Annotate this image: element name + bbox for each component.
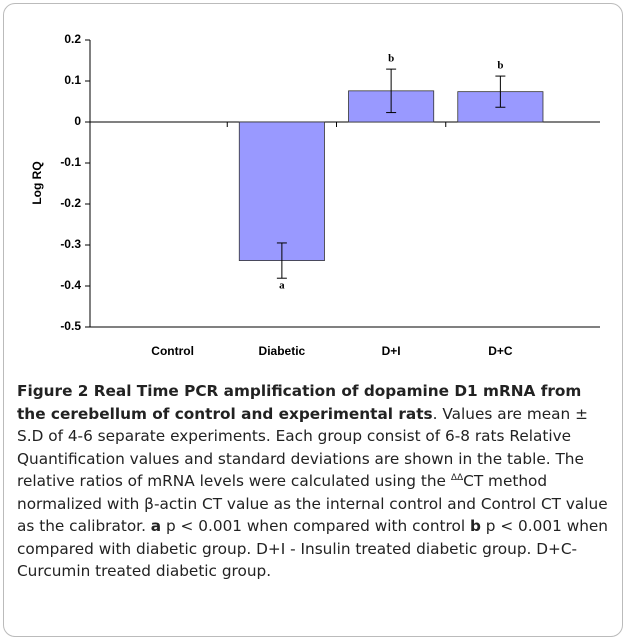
caption-bold: b xyxy=(469,517,481,535)
bar xyxy=(238,121,325,261)
caption-text: p < 0.001 when compared with diabetic gr… xyxy=(17,517,609,580)
figure-frame xyxy=(3,3,623,637)
caption-text: . Values are mean ± S.D of 4-6 separate … xyxy=(17,404,588,491)
y-tick-label: 0.1 xyxy=(64,73,81,87)
caption-title: Figure 2 Real Time PCR amplification of … xyxy=(17,382,582,423)
significance-label: b xyxy=(497,60,503,72)
x-tick-label: D+C xyxy=(488,344,513,358)
y-tick-label: -0.3 xyxy=(60,237,81,251)
y-tick-label: -0.1 xyxy=(60,155,81,169)
y-tick-label: 0 xyxy=(74,114,81,128)
y-tick-label: -0.4 xyxy=(60,278,81,292)
y-tick-label: -0.2 xyxy=(60,196,81,210)
y-tick-label: -0.5 xyxy=(60,319,81,333)
caption-bold: a xyxy=(150,517,162,535)
x-tick-label: Diabetic xyxy=(259,344,306,358)
y-tick-label: 0.2 xyxy=(64,32,81,46)
y-axis-label: Log RQ xyxy=(30,161,44,204)
caption-text: CT method normalized with β-actin CT val… xyxy=(17,472,608,535)
caption-text: p < 0.001 when compared with control xyxy=(161,517,470,535)
chart: Log RQ -0.5 -0.4 -0.3 -0.2 -0.1 0 0.1 0.2 Contro… xyxy=(30,32,600,358)
x-tick-label: D+I xyxy=(382,344,401,358)
significance-label: b xyxy=(388,53,394,65)
x-tick-label: Control xyxy=(151,344,194,358)
caption-sup: ΔΔ xyxy=(450,473,464,483)
caption: Figure 2 Real Time PCR amplification of … xyxy=(17,380,613,583)
significance-label: a xyxy=(279,280,285,292)
